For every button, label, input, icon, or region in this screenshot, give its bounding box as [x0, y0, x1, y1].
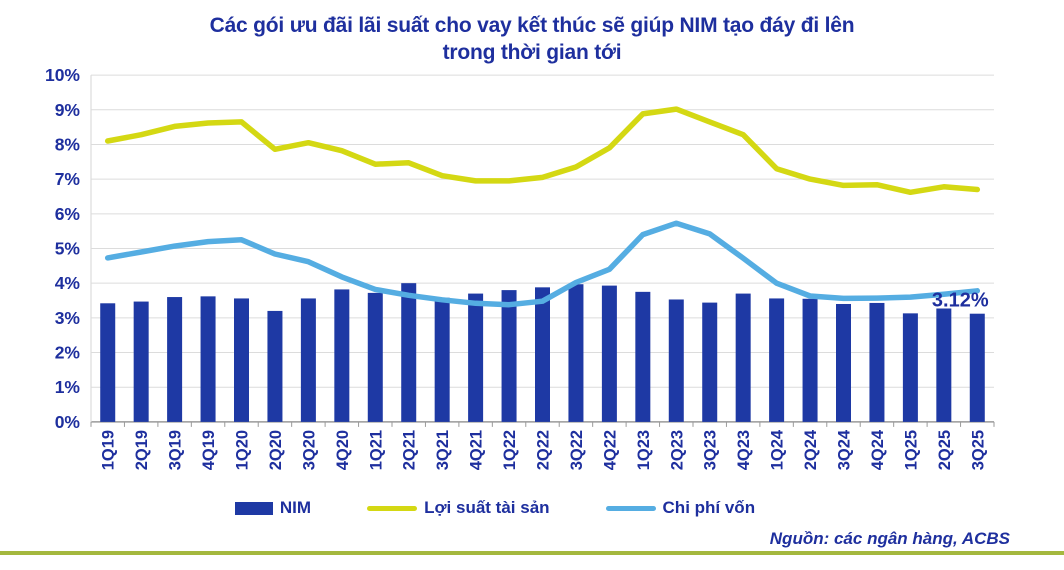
legend-label-loi-suat-tai-san: Lợi suất tài sản — [424, 498, 550, 517]
y-axis-label: 1% — [55, 377, 81, 397]
x-axis-label: 3Q23 — [702, 430, 720, 470]
source-text: Nguồn: các ngân hàng, ACBS — [769, 529, 1010, 548]
nim-bar-1Q25 — [902, 313, 918, 422]
x-axis-label: 4Q19 — [200, 430, 218, 470]
x-axis-label: 3Q19 — [167, 430, 185, 470]
x-axis-label: 3Q21 — [434, 430, 452, 470]
x-axis-label: 1Q25 — [902, 430, 920, 470]
chart-legend: NIM Lợi suất tài sản Chi phí vốn — [0, 498, 990, 518]
x-axis-label: 4Q21 — [468, 430, 486, 470]
x-axis-label: 2Q25 — [936, 430, 954, 470]
nim-bar-3Q25 — [969, 313, 985, 422]
legend-item-loi-suat-tai-san: Lợi suất tài sản — [367, 498, 550, 518]
x-axis-label: 2Q23 — [668, 430, 686, 470]
y-axis-label: 8% — [55, 134, 81, 154]
nim-bar-3Q21 — [434, 297, 450, 422]
x-axis-label: 4Q20 — [334, 430, 352, 470]
x-axis-label: 2Q19 — [133, 430, 151, 470]
nim-bar-2Q19 — [133, 301, 149, 422]
value-annotation: 3.12% — [932, 290, 989, 312]
y-axis-label: 3% — [55, 308, 81, 328]
legend-item-nim: NIM — [234, 498, 312, 518]
nim-bar-4Q20 — [334, 289, 350, 422]
nim-bar-2Q24 — [802, 298, 818, 422]
y-axis-label: 6% — [55, 204, 81, 224]
bottom-divider-line — [0, 551, 1064, 555]
legend-label-nim: NIM — [279, 498, 312, 517]
y-axis-label: 9% — [55, 100, 81, 120]
x-axis-label: 1Q19 — [100, 430, 118, 470]
x-axis-label: 3Q20 — [300, 430, 318, 470]
nim-bar-4Q23 — [735, 293, 751, 422]
nim-bar-1Q21 — [367, 292, 383, 422]
y-axis-label: 7% — [55, 169, 81, 189]
y-axis-label: 0% — [55, 412, 81, 432]
x-axis-label: 1Q22 — [501, 430, 519, 470]
nim-bar-2Q20 — [267, 310, 283, 422]
nim-bar-1Q24 — [769, 298, 785, 422]
loi-suat-tai-san-line — [104, 106, 981, 196]
x-axis-label: 4Q22 — [601, 430, 619, 470]
x-axis-label: 1Q20 — [234, 430, 252, 470]
x-axis-label: 1Q23 — [635, 430, 653, 470]
x-axis-label: 4Q23 — [735, 430, 753, 470]
nim-bar-2Q22 — [535, 287, 550, 422]
legend-label-chi-phi-von: Chi phí vốn — [662, 498, 756, 517]
nim-bar-2Q25 — [936, 308, 952, 422]
y-axis-label: 10% — [45, 65, 80, 85]
x-axis-label: 4Q24 — [869, 429, 887, 470]
nim-bar-1Q23 — [635, 291, 651, 422]
nim-bar-4Q19 — [200, 296, 216, 422]
nim-bar-2Q21 — [401, 283, 417, 422]
nim-bar-4Q21 — [468, 293, 484, 422]
x-axis-label: 3Q22 — [568, 430, 586, 470]
x-axis-label: 1Q21 — [367, 430, 385, 470]
y-axis-label: 5% — [55, 239, 81, 259]
nim-bar-1Q22 — [501, 290, 517, 422]
chart-title-line-1: Các gói ưu đãi lãi suất cho vay kết thúc… — [209, 14, 855, 37]
nim-bar-3Q19 — [167, 297, 183, 422]
x-axis-label: 3Q25 — [969, 430, 987, 470]
legend-swatch-loi-suat-tai-san — [367, 505, 418, 511]
y-axis-label: 4% — [55, 273, 81, 293]
nim-bar-1Q20 — [234, 298, 249, 422]
nim-bar-3Q20 — [300, 298, 316, 422]
nim-bar-4Q22 — [601, 285, 617, 422]
chi-phi-von-line — [104, 220, 981, 308]
chart-title: Các gói ưu đãi lãi suất cho vay kết thúc… — [0, 12, 1064, 66]
nim-bar-3Q23 — [702, 302, 718, 422]
chart-title-line-2: trong thời gian tới — [442, 41, 622, 64]
y-axis-label: 2% — [55, 343, 81, 363]
x-axis-label: 2Q22 — [535, 430, 553, 470]
legend-item-chi-phi-von: Chi phí vốn — [605, 498, 756, 518]
x-axis-label: 2Q21 — [401, 430, 419, 470]
nim-bar-3Q24 — [836, 303, 851, 422]
nim-bar-3Q22 — [568, 284, 584, 422]
legend-swatch-nim — [234, 501, 273, 515]
nim-bar-1Q19 — [100, 303, 116, 422]
nim-bar-2Q23 — [668, 299, 684, 422]
x-axis-label: 2Q24 — [802, 429, 820, 470]
x-axis-label: 3Q24 — [836, 429, 854, 470]
nim-bar-4Q24 — [869, 302, 885, 422]
x-axis-label: 1Q24 — [769, 429, 787, 470]
x-axis-label: 2Q20 — [267, 430, 285, 470]
legend-swatch-chi-phi-von — [605, 505, 656, 511]
